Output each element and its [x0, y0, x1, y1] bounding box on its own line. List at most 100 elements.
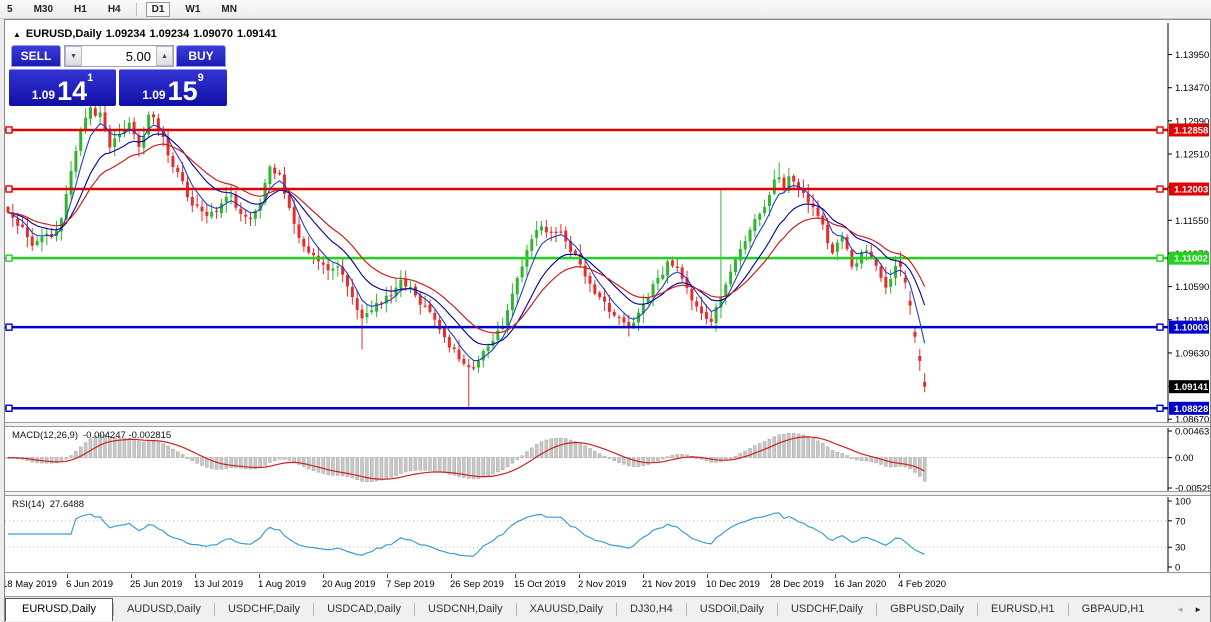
buy-price-display[interactable]: 1.09 15 9 [119, 69, 227, 106]
sell-button[interactable]: SELL [11, 45, 61, 67]
chart-tab-usdchf-daily[interactable]: USDCHF,Daily [227, 603, 301, 615]
tab-separator [1067, 603, 1069, 616]
date-label: 25 Jun 2019 [130, 579, 183, 590]
svg-text:1.09630: 1.09630 [1175, 348, 1209, 359]
timeframe-button-m30[interactable]: M30 [33, 3, 54, 15]
chart-tab-xauusd-daily[interactable]: XAUUSD,Daily [529, 603, 603, 615]
chart-tab-eurusd-daily[interactable]: EURUSD,Daily [5, 597, 113, 621]
date-label: 28 Dec 2019 [770, 579, 824, 590]
buy-button[interactable]: BUY [176, 45, 226, 67]
volume-box: ▼ ▲ [64, 45, 174, 67]
date-label: 4 Feb 2020 [898, 579, 947, 590]
tab-separator [414, 603, 416, 616]
chart-tab-usdchf-daily[interactable]: USDCHF,Daily [790, 603, 864, 615]
date-tick [515, 574, 516, 578]
tab-separator [977, 603, 979, 616]
tab-scroll-left-icon[interactable]: ◄ [1176, 605, 1185, 614]
tab-separator [776, 603, 778, 616]
tab-separator [685, 603, 687, 616]
timeframe-button-mn[interactable]: MN [221, 3, 237, 15]
collapse-arrow-icon[interactable]: ▲ [13, 30, 21, 39]
toolbar-separator [135, 2, 137, 16]
volume-input[interactable] [82, 46, 156, 66]
svg-text:30: 30 [1175, 543, 1186, 554]
date-tick [451, 574, 452, 578]
tab-scroll-right-icon[interactable]: ► [1194, 605, 1202, 614]
ohlc-close: 1.09141 [237, 28, 277, 40]
date-tick [771, 574, 772, 578]
svg-text:1.12510: 1.12510 [1175, 150, 1209, 161]
chart-tab-dj30-h4[interactable]: DJ30,H4 [629, 603, 673, 615]
timeframe-button-5[interactable]: 5 [7, 3, 13, 15]
tab-separator [615, 603, 617, 616]
timeframe-button-w1[interactable]: W1 [185, 3, 201, 15]
chart-tab-usdcnh-daily[interactable]: USDCNH,Daily [428, 603, 503, 615]
sell-price-display[interactable]: 1.09 14 1 [9, 69, 116, 106]
rsi-label: RSI(14) 27.6488 [12, 499, 85, 510]
svg-text:-0.005299: -0.005299 [1175, 484, 1210, 492]
chart-tab-gbpusd-daily[interactable]: GBPUSD,Daily [890, 603, 965, 615]
chart-tab-bar: EURUSD,Daily AUDUSD,Daily USDCHF,Daily USDC… [5, 596, 1210, 622]
symbol-label: EURUSD,Daily [25, 28, 102, 40]
date-label: 1 Aug 2019 [258, 579, 307, 590]
date-label: 26 Sep 2019 [450, 579, 504, 590]
svg-text:1.08828: 1.08828 [1174, 404, 1208, 415]
date-tick [259, 574, 260, 578]
date-label: 18 May 2019 [5, 579, 57, 590]
chart-tab-usdcad-daily[interactable]: USDCAD,Daily [327, 603, 402, 615]
svg-text:1.10003: 1.10003 [1174, 323, 1208, 334]
date-tick [643, 574, 644, 578]
chart-window: 1.139501.134701.129901.125101.120301.115… [4, 19, 1211, 622]
date-label: 13 Jul 2019 [194, 579, 244, 590]
date-tick [323, 574, 324, 578]
macd-label: MACD(12,26,9) -0.004247 -0.002815 [12, 430, 172, 441]
svg-text:0.00463: 0.00463 [1175, 428, 1209, 438]
date-label: 2 Nov 2019 [578, 579, 627, 590]
date-label: 6 Jun 2019 [66, 579, 114, 590]
rsi-pane[interactable]: 100 70 30 0 [5, 497, 1210, 572]
ohlc-info: ▲ EURUSD,Daily 1.09234 1.09234 1.09070 1.0914… [13, 28, 281, 40]
timeframe-button-h4[interactable]: H4 [107, 3, 121, 15]
date-tick [707, 574, 708, 578]
tab-separator [876, 603, 878, 616]
date-tick [835, 574, 836, 578]
ohlc-high: 1.09234 [149, 28, 190, 40]
date-tick [67, 574, 68, 578]
timeframe-button-h1[interactable]: H1 [74, 3, 87, 15]
svg-text:1.12990: 1.12990 [1175, 116, 1209, 127]
macd-pane[interactable]: 0.00463 0.00 -0.005299 [5, 428, 1210, 491]
volume-increment-icon[interactable]: ▲ [156, 46, 173, 66]
tab-separator [515, 603, 517, 616]
macd-pane-separator[interactable] [5, 422, 1210, 427]
rsi-pane-separator[interactable] [5, 491, 1210, 496]
svg-text:1.13950: 1.13950 [1175, 50, 1209, 61]
date-tick [195, 574, 196, 578]
date-label: 16 Jan 2020 [834, 579, 887, 590]
chart-tab-eurusd-h1[interactable]: EURUSD,H1 [991, 603, 1055, 615]
timeframe-toolbar: 5 M30 H1 H4 D1 W1 MN [0, 0, 1211, 19]
svg-text:1.12858: 1.12858 [1174, 125, 1208, 136]
svg-text:0: 0 [1175, 563, 1180, 573]
chart-tab-usdoil-daily[interactable]: USDOil,Daily [699, 603, 764, 615]
svg-text:1.10590: 1.10590 [1175, 282, 1209, 293]
date-label: 20 Aug 2019 [322, 579, 376, 590]
timeframe-button-d1[interactable]: D1 [145, 1, 171, 17]
date-label: 7 Sep 2019 [386, 579, 435, 590]
svg-text:0.00: 0.00 [1175, 453, 1194, 464]
date-axis: 18 May 2019 6 Jun 2019 25 Jun 2019 13 Jul 2… [5, 574, 1210, 594]
chart-tab-audusd-daily[interactable]: AUDUSD,Daily [126, 603, 201, 615]
tab-separator [213, 603, 215, 616]
ohlc-low: 1.09070 [193, 28, 234, 40]
svg-text:1.13470: 1.13470 [1175, 83, 1209, 94]
svg-text:100: 100 [1175, 497, 1191, 508]
ohlc-open: 1.09234 [105, 28, 146, 40]
date-tick [899, 574, 900, 578]
svg-text:1.12003: 1.12003 [1174, 185, 1208, 196]
date-tick [131, 574, 132, 578]
volume-decrement-icon[interactable]: ▼ [65, 46, 82, 66]
svg-text:1.11002: 1.11002 [1174, 254, 1208, 265]
chart-tab-gbpaud-h1[interactable]: GBPAUD,H1 [1081, 603, 1145, 615]
date-tick [579, 574, 580, 578]
